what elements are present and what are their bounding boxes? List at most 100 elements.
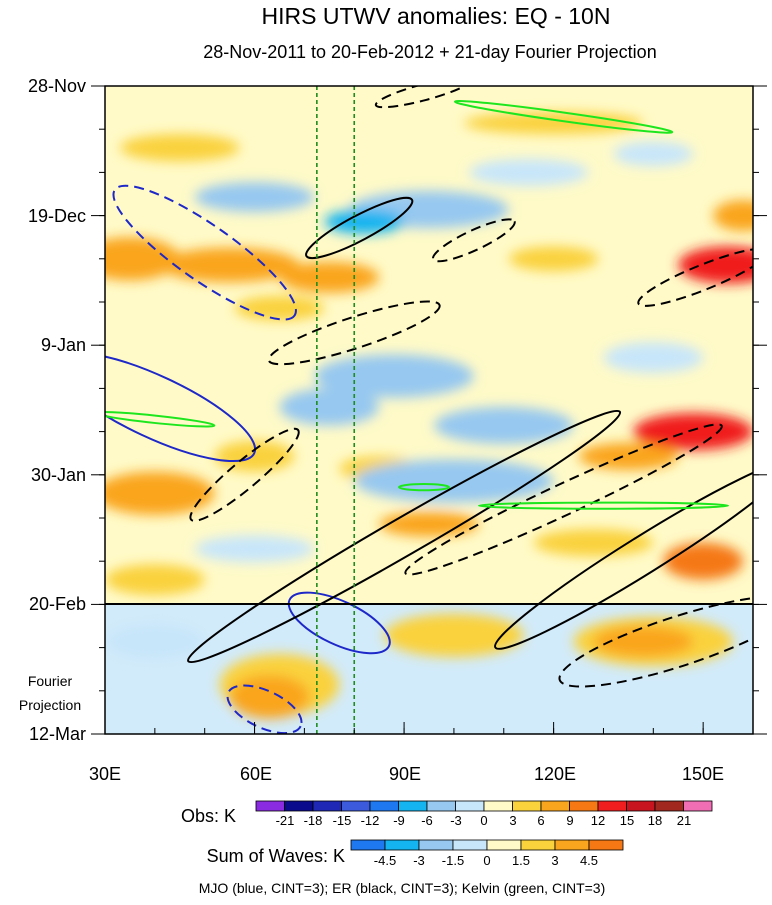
kelvin-contour (105, 411, 216, 428)
anomaly-patch (663, 542, 744, 580)
x-tick-label-60e: 60E (240, 764, 272, 784)
anomaly-patch (194, 182, 315, 212)
waves-colorbar-swatch (384, 839, 420, 851)
y-tick-label-28-nov: 28-Nov (28, 76, 86, 96)
obs-colorbar-swatch (426, 800, 456, 812)
waves-level-label: 3 (551, 853, 558, 868)
plot-area (105, 86, 753, 734)
obs-level-label: 9 (566, 813, 573, 828)
obs-level-label: -6 (421, 813, 433, 828)
anomaly-patch (159, 247, 300, 283)
obs-colorbar-swatch (455, 800, 485, 812)
anomaly-patch (314, 354, 474, 398)
waves-colorbar (350, 839, 624, 851)
waves-colorbar-labels: -4.5 -3 -1.5 0 1.5 3 4.5 (374, 853, 598, 868)
anomaly-patch (354, 459, 554, 503)
er-contour (494, 460, 753, 650)
mjo-contour (226, 684, 303, 734)
y-tick-label-12-mar: 12-Mar (29, 724, 86, 744)
anomaly-patch (578, 442, 679, 470)
obs-level-label: 12 (591, 813, 605, 828)
kelvin-contour (398, 483, 450, 492)
er-contour (374, 86, 474, 109)
obs-colorbar-swatch (540, 800, 570, 812)
obs-colorbar-swatch (654, 800, 684, 812)
obs-colorbar-labels: -21 -18 -15 -12 -9 -6 -3 0 3 6 9 12 15 1… (276, 813, 692, 828)
waves-level-label: -4.5 (374, 853, 396, 868)
obs-colorbar-swatch (569, 800, 599, 812)
anomaly-patch (279, 388, 380, 426)
er-contour (431, 218, 516, 263)
obs-colorbar-swatch (683, 800, 713, 812)
waves-colorbar-swatch (418, 839, 454, 851)
waves-colorbar-swatch (588, 839, 624, 851)
obs-colorbar-swatch (284, 800, 314, 812)
kelvin-contour (477, 501, 730, 510)
projection-patch (229, 675, 310, 719)
er-contour (404, 423, 723, 576)
obs-level-label: -18 (304, 813, 323, 828)
mjo-contour (105, 351, 257, 463)
anomaly-patch (603, 342, 704, 373)
obs-colorbar-title: Obs: K (181, 806, 236, 826)
footer-legend: MJO (blue, CINT=3); ER (black, CINT=3); … (199, 880, 606, 896)
obs-level-label: 3 (509, 813, 516, 828)
anomaly-field (105, 111, 753, 719)
waves-colorbar-swatch (486, 839, 522, 851)
projection-patch (593, 626, 694, 657)
obs-level-label: 0 (480, 813, 487, 828)
obs-level-label: 21 (677, 813, 691, 828)
x-tick-label-30e: 30E (89, 764, 121, 784)
anomaly-patch (105, 237, 180, 281)
obs-level-label: 6 (537, 813, 544, 828)
obs-colorbar-swatch (512, 800, 542, 812)
anomaly-patch (463, 111, 644, 135)
obs-colorbar-swatch (626, 800, 656, 812)
x-tick-label-90e: 90E (389, 764, 421, 784)
anomaly-patch (508, 246, 599, 272)
obs-colorbar-swatch (255, 800, 285, 812)
waves-level-label: -1.5 (442, 853, 464, 868)
obs-colorbar-swatch (312, 800, 342, 812)
projection-patch (384, 613, 524, 657)
waves-colorbar-swatch (554, 839, 590, 851)
chart-subtitle: 28-Nov-2011 to 20-Feb-2012 + 21-day Four… (203, 42, 656, 62)
anomaly-patch (379, 511, 479, 537)
y-tick-label-20-feb: 20-Feb (29, 594, 86, 614)
x-tick-label-150e: 150E (682, 764, 724, 784)
reference-lines (316, 86, 356, 734)
chart-title: HIRS UTWV anomalies: EQ - 10N (262, 3, 611, 29)
obs-colorbar-swatch (369, 800, 399, 812)
obs-colorbar-swatch (398, 800, 428, 812)
er-contour (558, 595, 753, 688)
waves-level-label: 0 (483, 853, 490, 868)
mjo-contour (112, 184, 297, 321)
obs-level-label: 18 (648, 813, 662, 828)
obs-level-label: 15 (620, 813, 634, 828)
anomaly-patch (613, 141, 694, 167)
projection-patch (105, 622, 205, 660)
anomaly-patch (119, 134, 240, 162)
anomaly-patch (468, 158, 589, 186)
waves-level-label: 1.5 (512, 853, 530, 868)
er-contour (267, 300, 441, 366)
waves-level-label: -3 (413, 853, 425, 868)
obs-level-label: -3 (450, 813, 462, 828)
anomaly-patch (105, 471, 215, 515)
waves-colorbar-swatch (452, 839, 488, 851)
waves-colorbar-title: Sum of Waves: K (207, 846, 345, 866)
anomaly-patch (433, 406, 574, 444)
obs-level-label: -15 (333, 813, 352, 828)
y-tick-label-9-jan: 9-Jan (41, 335, 86, 355)
anomaly-patch (678, 246, 753, 284)
kelvin-contour (453, 100, 674, 134)
obs-colorbar-swatch (597, 800, 627, 812)
er-contour (187, 409, 622, 664)
plot-frame (104, 85, 754, 735)
projection-label-line1: Fourier (28, 673, 73, 689)
anomaly-patch (194, 535, 315, 563)
anomaly-patch (214, 440, 295, 472)
y-tick-label-30-jan: 30-Jan (31, 465, 86, 485)
x-tick-label-120e: 120E (534, 764, 576, 784)
